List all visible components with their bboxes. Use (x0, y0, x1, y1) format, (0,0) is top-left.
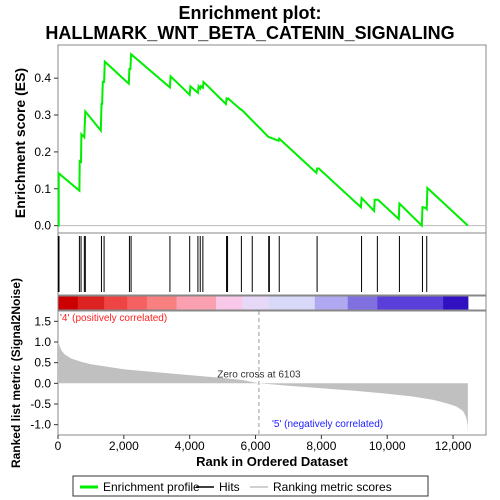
chart-title-line2: HALLMARK_WNT_BETA_CATENIN_SIGNALING (45, 23, 454, 43)
metric-ytick-label: 1.5 (34, 314, 51, 328)
color-bar-segment (216, 296, 243, 310)
metric-ytick-label: -0.5 (30, 397, 51, 411)
color-bar-segment (347, 296, 378, 310)
color-bar-segment (268, 296, 316, 310)
metric-ytick-label: 0.0 (34, 376, 51, 390)
es-ytick-label: 0.1 (34, 182, 51, 196)
x-tick-label: 10,000 (369, 439, 406, 453)
x-tick-label: 2,000 (109, 439, 139, 453)
es-ytick-label: 0.0 (34, 219, 51, 233)
es-profile-line (57, 52, 469, 228)
x-tick-label: 6,000 (241, 439, 271, 453)
es-ytick-group: 0.0 0.1 0.2 0.3 0.4 (34, 71, 486, 233)
x-tick-label: 8,000 (306, 439, 336, 453)
chart-title-line1: Enrichment plot: (179, 3, 322, 23)
x-tick-label: 12,000 (435, 439, 472, 453)
negative-correlation-label: '5' (negatively correlated) (272, 419, 383, 430)
x-tick-label: 4,000 (175, 439, 205, 453)
legend-label: Enrichment profile (103, 480, 200, 494)
color-bar-segment (127, 296, 148, 310)
x-tick-label: 0 (55, 439, 62, 453)
metric-ytick-group: -1.0 -0.5 0.0 0.5 1.0 1.5 (30, 314, 58, 432)
es-ytick-label: 0.4 (34, 71, 51, 85)
es-ytick-label: 0.2 (34, 145, 51, 159)
color-bar-segment (242, 296, 270, 310)
color-bar-frame (57, 295, 487, 311)
color-bar-segment (377, 296, 444, 310)
hits-panel (57, 232, 487, 296)
color-bar-segment (146, 296, 178, 310)
x-axis-ticks: 0 2,000 4,000 6,000 8,000 10,000 12,000 (55, 435, 472, 453)
color-bar-segment (443, 296, 469, 310)
es-ylabel: Enrichment score (ES) (12, 68, 28, 218)
x-axis-label: Rank in Ordered Dataset (196, 454, 348, 469)
color-bar-segment (58, 296, 79, 310)
color-bar-segment (77, 296, 105, 310)
ranked-list-color-bar (57, 295, 487, 311)
legend-label: Hits (219, 480, 240, 494)
metric-ytick-label: -1.0 (30, 418, 51, 432)
positive-correlation-label: '4' (positively correlated) (60, 313, 167, 324)
es-ytick-label: 0.3 (34, 108, 51, 122)
es-panel: 0.0 0.1 0.2 0.3 0.4 Enrichment score (ES) (12, 44, 487, 234)
metric-ytick-label: 0.5 (34, 356, 51, 370)
legend-label: Ranking metric scores (273, 480, 392, 494)
metric-ytick-label: 1.0 (34, 335, 51, 349)
metric-ylabel: Ranked list metric (Signal2Noise) (9, 278, 23, 468)
color-bar-segment (176, 296, 217, 310)
zero-cross-label: Zero cross at 6103 (217, 369, 301, 380)
hits-panel-frame (57, 232, 487, 296)
metric-panel: -1.0-0.50.00.51.01.5 Zero cross at 6103 … (9, 278, 487, 469)
ranking-metric-area (58, 342, 468, 433)
hit-marks (57, 236, 428, 292)
legend-frame (72, 475, 429, 497)
chart-legend: Enrichment profile Hits Ranking metric sco… (72, 475, 429, 497)
color-bar-segment (104, 296, 128, 310)
color-bar-segment (314, 296, 349, 310)
